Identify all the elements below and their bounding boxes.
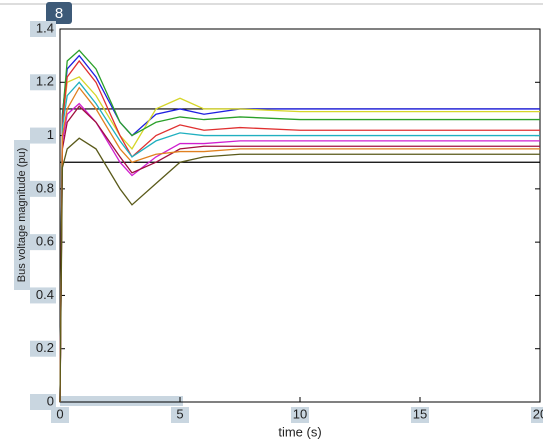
tick-highlight (411, 407, 429, 423)
highlight (14, 140, 30, 290)
y-tick-label: 1 (47, 127, 54, 142)
tick-highlight (30, 340, 56, 357)
series-line (59, 81, 540, 403)
series-line (59, 59, 540, 403)
series-line (59, 102, 540, 403)
x-tick-label: 20 (533, 406, 543, 421)
series-line (59, 137, 540, 403)
badge-text: 8 (55, 5, 63, 22)
tick-highlight (30, 21, 56, 37)
tick-highlight (531, 407, 543, 423)
y-tick-label: 0 (47, 393, 54, 408)
y-tick-label: 1.4 (36, 20, 54, 35)
y-tick-label: 0.4 (36, 287, 54, 302)
x-tick-label: 5 (176, 406, 183, 421)
badge (46, 2, 72, 24)
tick-highlight (51, 407, 69, 423)
x-tick-label: 15 (413, 406, 427, 421)
tick-highlight (30, 234, 56, 251)
series-line (59, 86, 540, 403)
series-line (59, 54, 540, 403)
tick-highlight (30, 74, 56, 91)
series-line (59, 105, 540, 403)
tick-highlight (30, 127, 56, 144)
tick-highlight (30, 287, 56, 304)
y-tick-label: 0.6 (36, 234, 54, 249)
tick-highlight (291, 407, 309, 423)
highlight (60, 396, 183, 406)
y-tick-label: 0.8 (36, 180, 54, 195)
tick-highlight (171, 407, 189, 423)
x-axis-label: time (s) (278, 424, 321, 439)
tick-highlight (30, 394, 56, 410)
y-axis-label: Bus voltage magnitude (pu) (16, 148, 28, 283)
x-tick-label: 10 (293, 406, 307, 421)
tick-highlight (30, 180, 56, 197)
series-line (59, 49, 540, 403)
y-tick-label: 0.2 (36, 340, 54, 355)
series-line (59, 76, 540, 403)
x-tick-label: 0 (56, 406, 63, 421)
plot-frame (59, 28, 541, 403)
y-tick-label: 1.2 (36, 74, 54, 89)
